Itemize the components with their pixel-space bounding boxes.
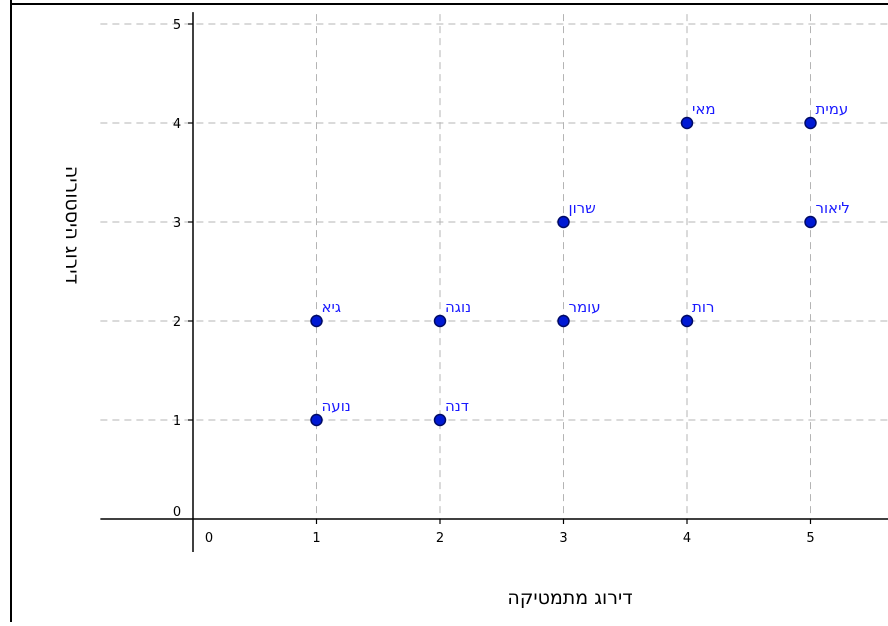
x-tick-label: 0: [205, 531, 213, 546]
x-tick-label: 5: [806, 531, 814, 546]
data-point: [310, 413, 323, 427]
x-tick-label: 3: [559, 531, 567, 546]
plot-frame: [10, 0, 888, 622]
y-tick-label: 2: [173, 315, 181, 330]
x-tick-label: 1: [312, 531, 320, 546]
axes: [100, 12, 888, 552]
data-point-label: רות: [692, 298, 714, 316]
data-point-label: נועה: [322, 397, 351, 415]
y-tick-label: 1: [173, 414, 181, 429]
y-axis-title: דירוג היסטוריה: [61, 166, 83, 284]
data-point-label: ליאור: [816, 199, 850, 217]
data-points: נועה גיא דנה נוגה עומר שרון רות מאי ליאור עמית: [310, 100, 850, 427]
data-point: [804, 215, 817, 229]
data-point: [680, 314, 694, 328]
y-tick-label: 0: [173, 505, 181, 520]
data-point: [557, 314, 570, 328]
data-point-label: גיא: [322, 298, 342, 316]
data-point-label: מאי: [692, 100, 716, 118]
x-tick-label: 4: [683, 531, 691, 546]
y-tick-label: 5: [173, 18, 181, 33]
y-tick-label: 4: [173, 117, 181, 132]
data-point: [680, 116, 694, 130]
grid: [100, 14, 888, 519]
data-point-label: דנה: [445, 397, 469, 415]
data-point-label: נוגה: [445, 298, 471, 316]
data-point: [310, 314, 323, 328]
data-point-label: שרון: [569, 199, 596, 217]
x-tick-label: 2: [436, 531, 444, 546]
data-point-label: עומר: [569, 298, 601, 316]
ticks: 0 1 2 3 4 5 0 1 2 3 4 5: [173, 18, 815, 546]
data-point: [557, 215, 570, 229]
y-tick-label: 3: [173, 216, 181, 231]
data-point-label: עמית: [816, 100, 849, 118]
data-point: [804, 116, 817, 130]
data-point: [433, 413, 447, 427]
data-point: [433, 314, 447, 328]
x-axis-title: דירוג מתמטיקה: [507, 587, 632, 609]
